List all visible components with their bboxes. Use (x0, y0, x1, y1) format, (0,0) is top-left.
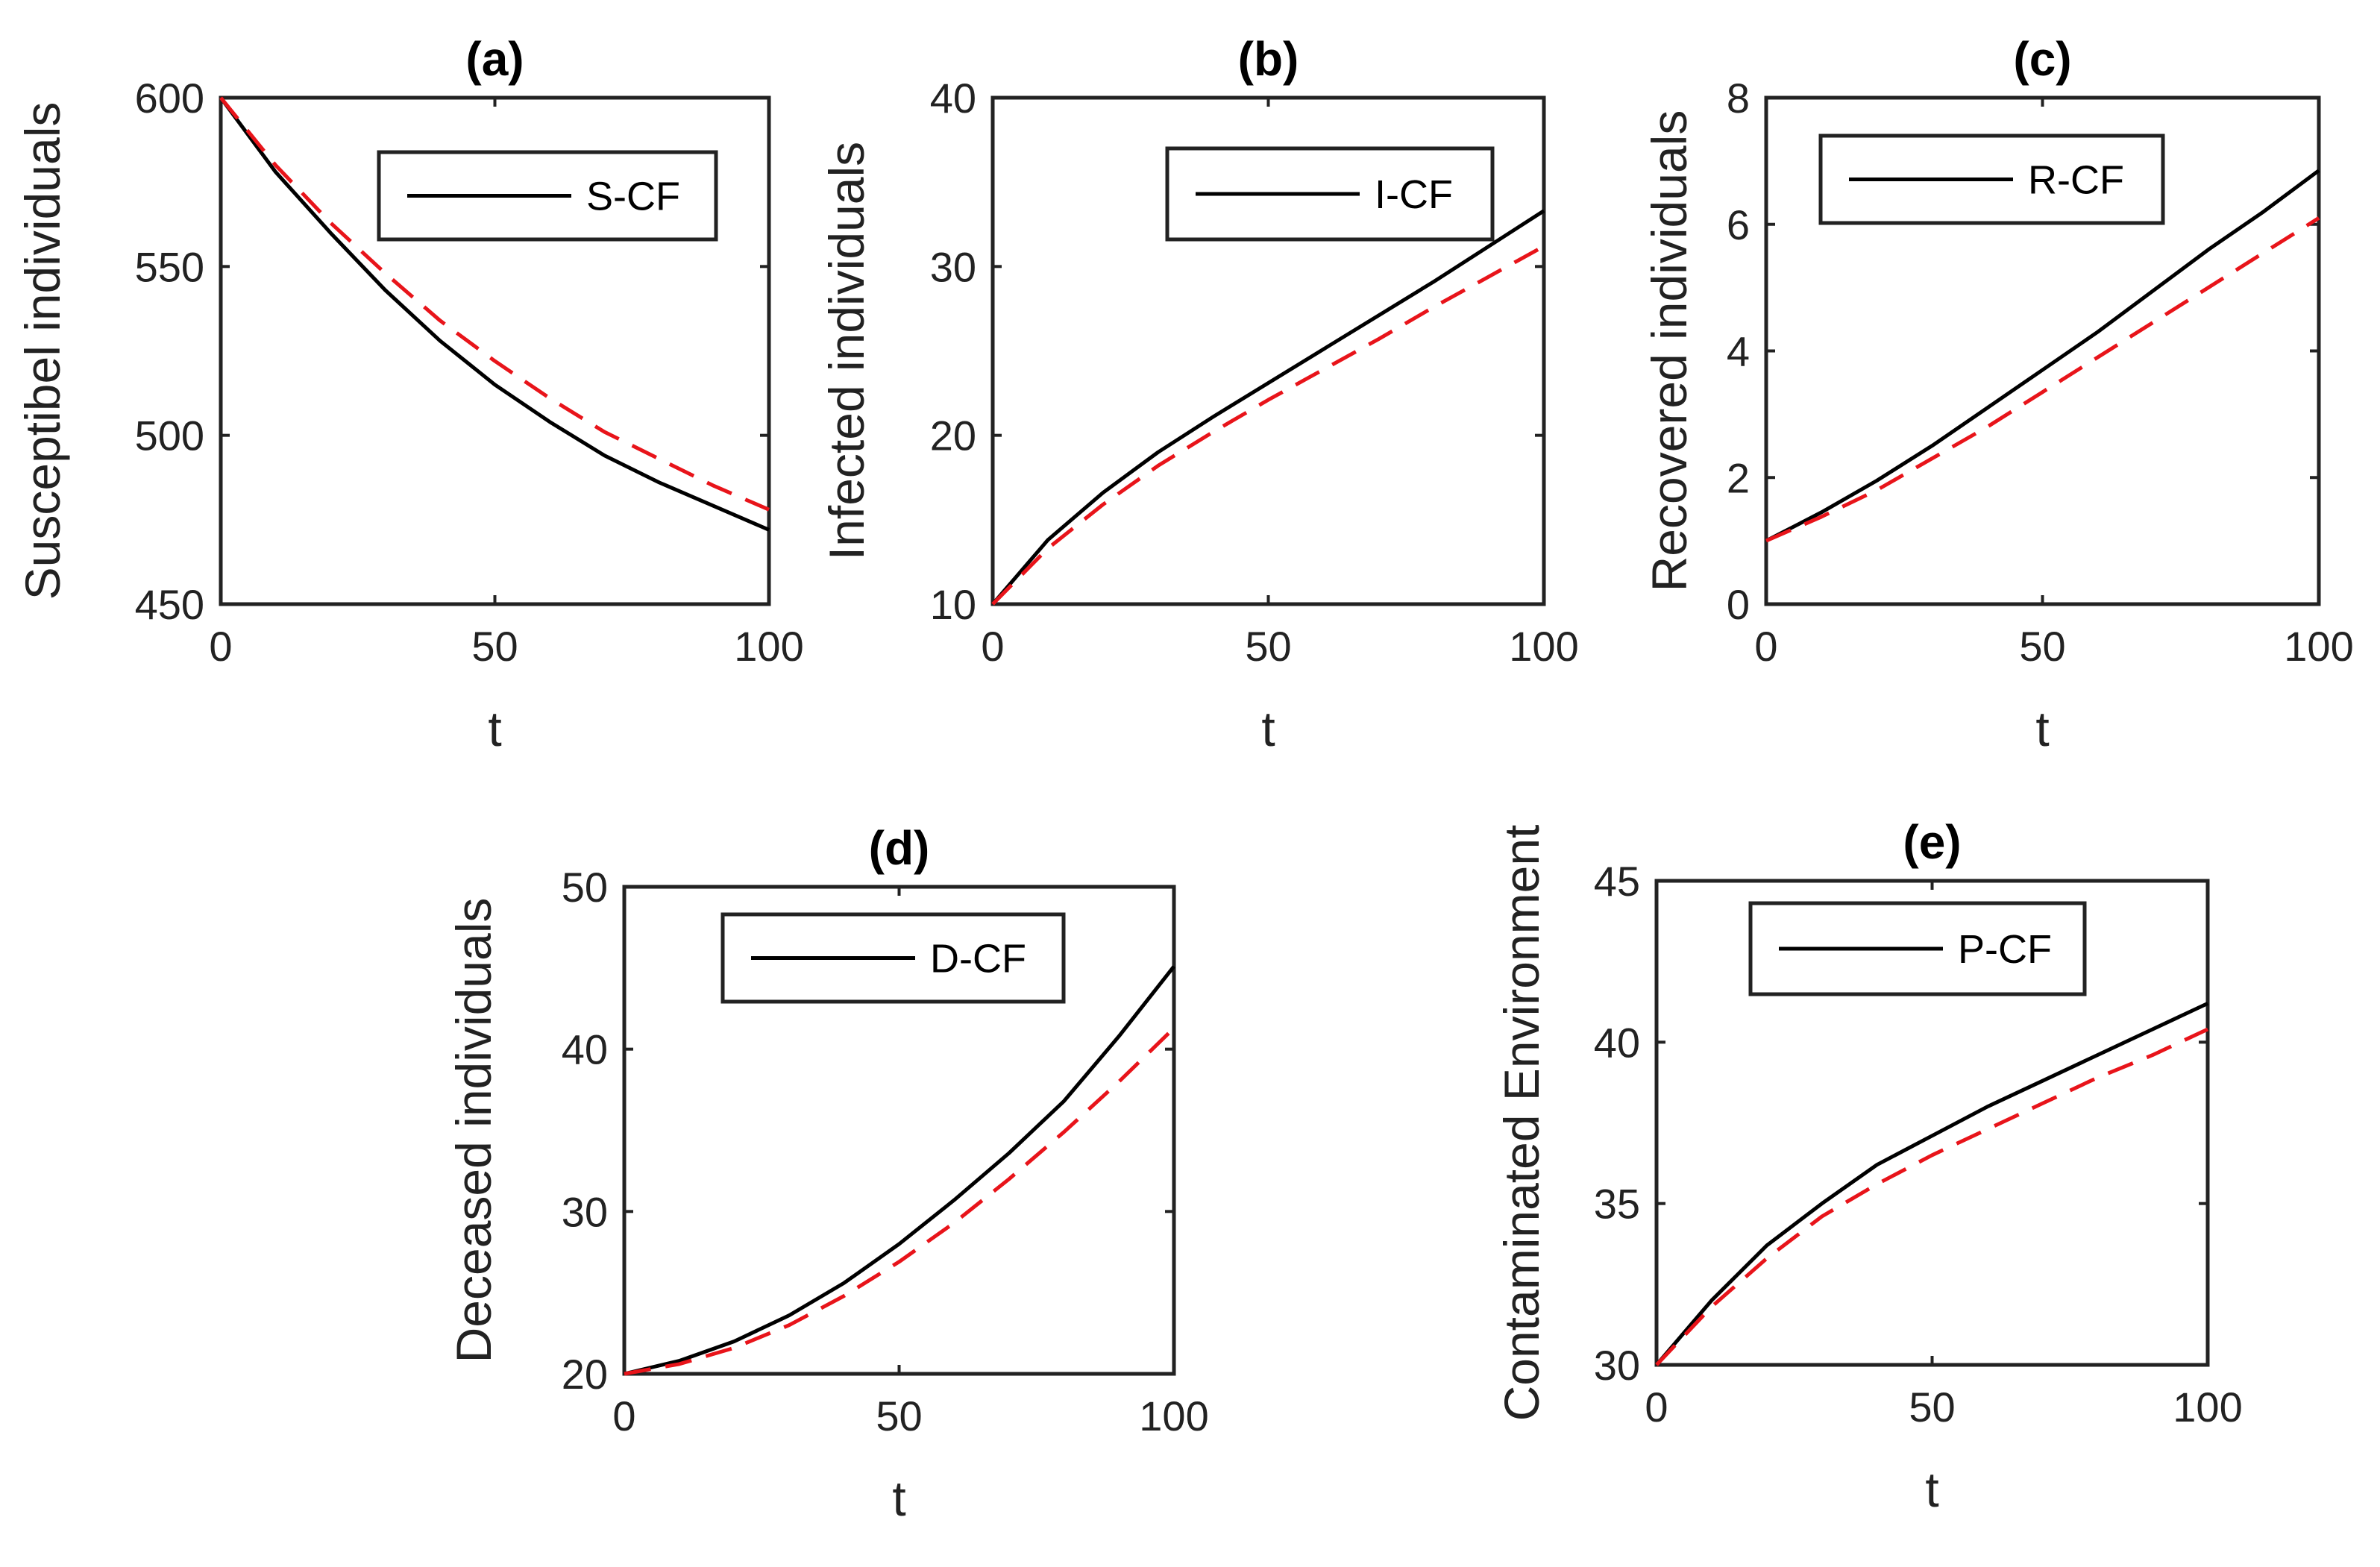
panel-title: (e) (1903, 815, 1961, 869)
x-tick-label: 0 (981, 623, 1004, 670)
series-line-solid (991, 209, 1545, 606)
series-line-dashed (991, 245, 1545, 606)
x-axis-title: t (2035, 701, 2049, 756)
series-line-solid (1655, 1002, 2209, 1366)
x-tick-label: 50 (471, 623, 518, 670)
y-tick-label: 40 (930, 75, 976, 122)
legend-label: D-CF (930, 937, 1026, 982)
panel-title: (c) (2013, 32, 2071, 86)
panel-2: 0 50 100 10 20 30 40 t Infected individuals (b) I-… (819, 32, 1579, 756)
y-tick-label: 2 (1727, 454, 1750, 501)
panel-title: (a) (465, 32, 524, 86)
y-tick-label: 600 (135, 75, 204, 122)
x-axis-title: t (488, 701, 501, 756)
panel-1: 0 50 100 450 500 550 600 t Susceptibel individua… (15, 32, 804, 756)
x-tick-label: 100 (1139, 1392, 1208, 1439)
y-tick-label: 0 (1727, 581, 1750, 628)
legend-label: S-CF (586, 175, 680, 219)
y-tick-label: 35 (1594, 1181, 1640, 1228)
x-tick-label: 100 (2284, 623, 2353, 670)
x-tick-label: 0 (1645, 1384, 1668, 1431)
y-tick-label: 20 (562, 1351, 608, 1398)
x-tick-label: 0 (209, 623, 232, 670)
series-line-solid (1765, 169, 2320, 543)
y-tick-label: 40 (562, 1026, 608, 1073)
x-axis-title: t (1925, 1462, 1938, 1517)
y-tick-label: 450 (135, 581, 204, 628)
x-tick-label: 100 (2173, 1384, 2242, 1431)
y-axis-title: Infected individuals (819, 142, 874, 560)
x-tick-label: 100 (1509, 623, 1578, 670)
panel-title: (d) (869, 821, 930, 875)
series-line-dashed (219, 96, 770, 512)
panel-5: 0 50 100 30 35 40 45 t Contaminated Environment (… (1494, 815, 2243, 1517)
series-line-dashed (1655, 1027, 2209, 1366)
x-tick-label: 50 (876, 1392, 922, 1439)
y-tick-label: 50 (562, 864, 608, 911)
x-tick-label: 100 (734, 623, 803, 670)
x-tick-label: 0 (1754, 623, 1777, 670)
panel-title: (b) (1238, 32, 1299, 86)
y-axis-title: Recovered individuals (1642, 110, 1697, 592)
series-line-dashed (1765, 216, 2320, 543)
series-line-dashed (624, 1026, 1175, 1376)
y-tick-label: 30 (930, 243, 976, 290)
y-axis-title: Contaminated Environment (1494, 825, 1549, 1422)
y-tick-label: 30 (1594, 1342, 1640, 1389)
y-tick-label: 6 (1727, 201, 1750, 248)
x-axis-title: t (892, 1471, 905, 1526)
legend-label: P-CF (1958, 927, 2052, 972)
panel-4: 0 50 100 20 30 40 50 t Deceased individuals (d) D-… (446, 821, 1209, 1526)
y-tick-label: 10 (930, 581, 976, 628)
y-tick-label: 40 (1594, 1019, 1640, 1066)
y-tick-label: 4 (1727, 328, 1750, 375)
legend-label: I-CF (1375, 172, 1453, 217)
y-axis-title: Susceptibel individuals (15, 102, 70, 600)
panel-3: 0 50 100 0 2 4 6 8 t Recovered individuals (c) R-CF (1642, 32, 2354, 756)
x-axis-title: t (1261, 701, 1275, 756)
x-tick-label: 50 (1245, 623, 1291, 670)
x-tick-label: 0 (612, 1392, 635, 1439)
x-tick-label: 50 (2019, 623, 2065, 670)
x-tick-label: 50 (1909, 1384, 1955, 1431)
y-tick-label: 8 (1727, 75, 1750, 122)
series-line-solid (219, 96, 770, 532)
y-tick-label: 20 (930, 412, 976, 459)
y-tick-label: 30 (562, 1188, 608, 1235)
legend-label: R-CF (2028, 158, 2124, 203)
y-tick-label: 45 (1594, 858, 1640, 905)
y-tick-label: 500 (135, 412, 204, 459)
series-line-solid (624, 965, 1175, 1376)
y-tick-label: 550 (135, 243, 204, 290)
y-axis-title: Deceased individuals (446, 898, 501, 1363)
